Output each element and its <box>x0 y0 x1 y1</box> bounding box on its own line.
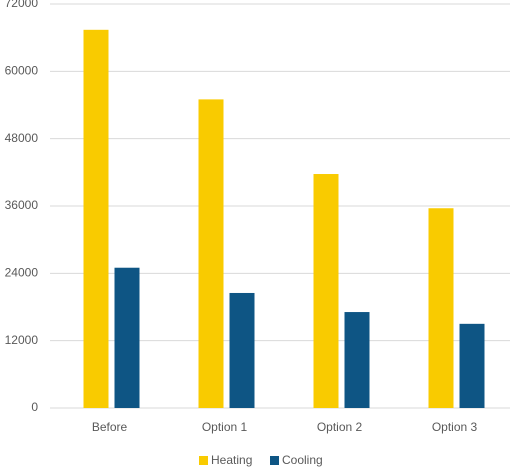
legend-label: Heating <box>211 453 252 467</box>
bar <box>229 292 255 408</box>
bar <box>114 267 140 408</box>
y-tick-label: 72000 <box>5 0 39 10</box>
bar <box>344 312 370 408</box>
bar <box>459 323 485 408</box>
x-tick-label: Option 2 <box>317 420 363 434</box>
x-tick-label: Option 3 <box>432 420 478 434</box>
legend-label: Cooling <box>282 453 323 467</box>
bar <box>198 99 224 408</box>
y-tick-label: 60000 <box>5 64 39 78</box>
legend-swatch <box>199 456 208 465</box>
y-tick-label: 24000 <box>5 266 39 280</box>
x-tick-label: Before <box>92 420 128 434</box>
y-tick-label: 48000 <box>5 131 39 145</box>
legend-swatch <box>270 456 279 465</box>
y-tick-label: 12000 <box>5 333 39 347</box>
bar <box>428 208 454 408</box>
y-tick-label: 36000 <box>5 198 39 212</box>
y-tick-label: 0 <box>31 400 38 414</box>
bar <box>83 29 109 409</box>
bar <box>313 174 339 408</box>
x-tick-label: Option 1 <box>202 420 248 434</box>
